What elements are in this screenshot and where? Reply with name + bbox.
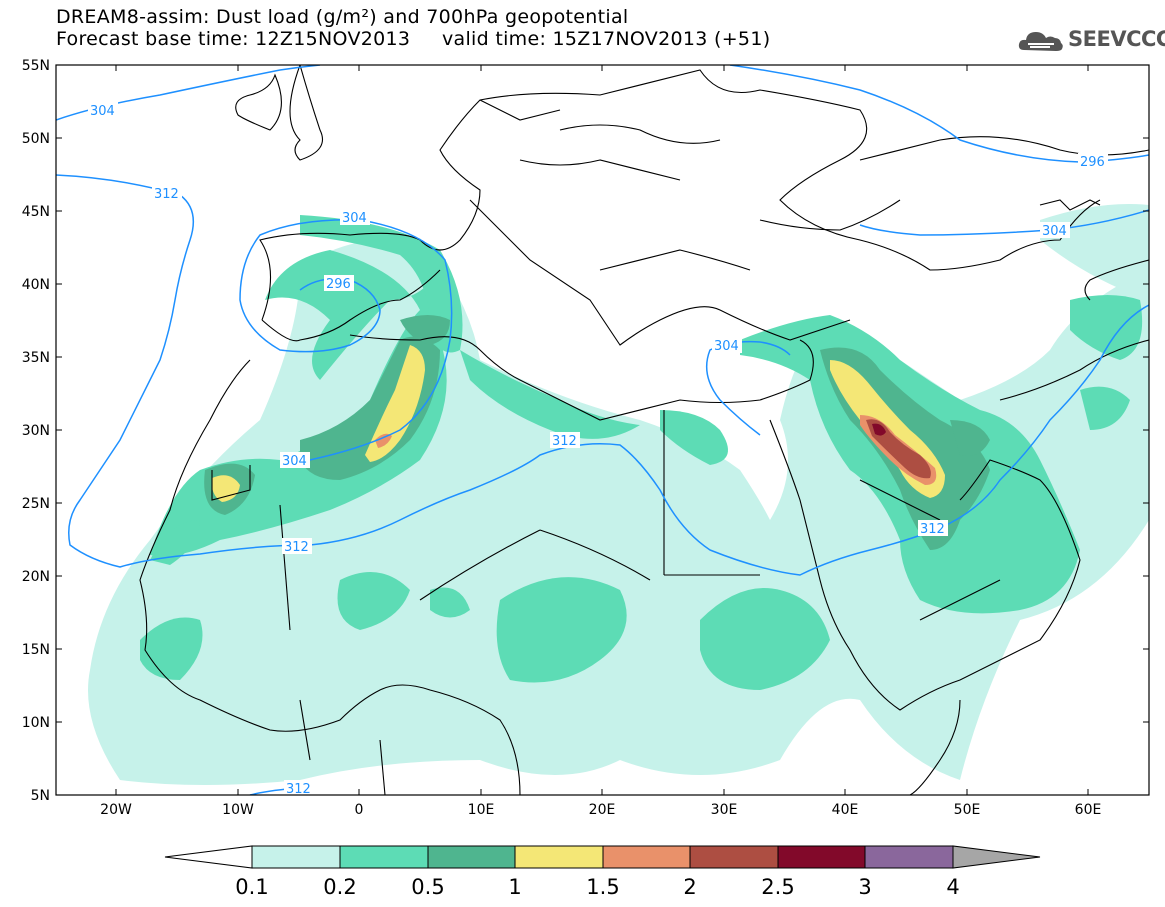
colorbar-label: 1 [508,875,521,899]
colorbar-swatch [427,845,516,869]
colorbar-label: 1.5 [586,875,619,899]
lat-label: 45N [22,204,50,220]
lat-label: 55N [22,58,50,74]
colorbar-under-triangle [164,845,253,869]
colorbar-label: 0.1 [235,875,268,899]
lon-label: 10W [222,802,254,818]
contour-label: 296 [1080,155,1105,170]
contour-label: 304 [282,454,307,469]
contour-label: 312 [920,522,945,537]
colorbar-label: 0.2 [323,875,356,899]
lat-label: 50N [22,131,50,147]
colorbar-swatch [251,845,341,869]
contour-label: 312 [154,187,179,202]
colorbar-label: 3 [858,875,871,899]
contour-label: 312 [552,434,577,449]
colorbar-swatch [514,845,604,869]
contour-label: 312 [286,782,311,797]
map-title: DREAM8-assim: Dust load (g/m²) and 700hP… [56,6,629,28]
logo-text: SEEVCCC [1068,27,1165,51]
contour-label: 296 [326,277,351,292]
contour-label: 304 [342,211,367,226]
lon-label: 20E [589,802,616,818]
contour-label: 312 [284,540,309,555]
lat-label: 30N [22,423,50,439]
lat-label: 5N [31,788,50,804]
lon-label: 40E [832,802,859,818]
colorbar-swatch [602,845,691,869]
lat-label: 25N [22,496,50,512]
contour-labels: 304 296 312 304 296 304 304 312 312 304 … [88,102,1108,797]
axis-ticks [56,64,1149,796]
colorbar-swatch [777,845,866,869]
lon-label: 10E [468,802,495,818]
forecast-times: Forecast base time: 12Z15NOV2013 valid t… [56,28,771,50]
colorbar-label: 2 [683,875,696,899]
longitude-labels: 20W 10W 0 10E 20E 30E 40E 50E 60E [100,802,1101,818]
lon-label: 20W [100,802,132,818]
lat-label: 15N [22,642,50,658]
contour-label: 304 [1042,224,1067,239]
cloud-icon [1018,32,1063,51]
lat-label: 20N [22,569,50,585]
colorbar-over-triangle [952,845,1041,869]
colorbar: 0.1 0.2 0.5 1 1.5 2 2.5 3 4 [164,845,1041,899]
colorbar-label: 4 [946,875,959,899]
lat-label: 40N [22,277,50,293]
lon-label: 30E [711,802,738,818]
colorbar-swatch [339,845,429,869]
lon-label: 0 [355,802,364,818]
colorbar-label: 2.5 [761,875,794,899]
coastlines [139,65,1149,795]
lon-label: 60E [1075,802,1102,818]
lat-label: 35N [22,350,50,366]
contour-label: 304 [90,104,115,119]
dust-shading [88,204,1149,785]
lon-label: 50E [954,802,981,818]
contour-label: 304 [714,339,739,354]
colorbar-label: 0.5 [411,875,444,899]
latitude-labels: 55N 50N 45N 40N 35N 30N 25N 20N 15N 10N … [22,58,50,804]
colorbar-swatch [689,845,779,869]
lat-label: 10N [22,715,50,731]
seevccc-logo: SEEVCCC [1016,26,1165,56]
colorbar-swatch [864,845,954,869]
